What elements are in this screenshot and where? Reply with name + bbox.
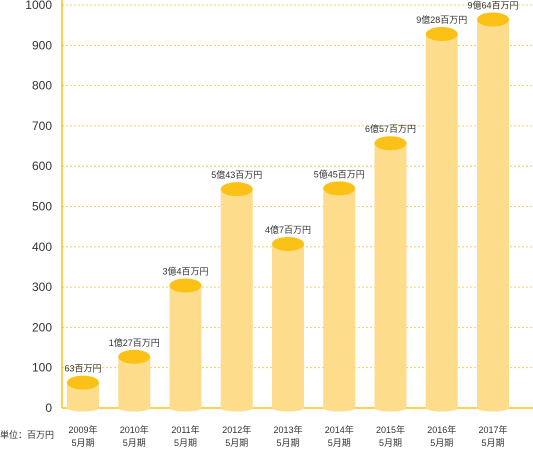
data-label: 5億43百万円 [211, 169, 262, 180]
x-tick-label-line: 2014年 [325, 424, 354, 435]
x-tick-label: 2017年 5月期 [478, 424, 507, 448]
bar-top [67, 375, 99, 390]
bar-base [323, 404, 356, 412]
bar-base [169, 404, 202, 412]
x-tick-label-line: 5月期 [174, 438, 197, 448]
x-tick-label-line: 5月期 [430, 438, 453, 448]
x-tick-label: 2013年 5月期 [273, 424, 302, 448]
x-tick-label-line: 5月期 [71, 438, 94, 448]
bar-body [118, 356, 151, 408]
data-labels: 63百万円 1億27百万円 3億4百万円 5億43百万円 4億7百万円 5億45百万円 6億… [64, 0, 518, 374]
x-tick-label-line: 5月期 [481, 438, 504, 448]
data-label: 63百万円 [64, 364, 101, 374]
y-tick-label: 800 [32, 79, 52, 93]
x-tick-label-line: 5月期 [123, 438, 146, 448]
y-tick-label: 900 [32, 38, 52, 52]
bar-base [67, 404, 99, 412]
x-tick-label: 2010年 5月期 [120, 424, 149, 448]
x-tick-label-line: 5月期 [276, 438, 299, 448]
y-tick-label: 400 [32, 240, 52, 254]
data-label: 9億64百万円 [467, 0, 518, 11]
y-tick-label: 300 [32, 280, 52, 294]
bar [477, 12, 509, 412]
data-label: 6億57百万円 [365, 123, 416, 134]
data-label: 3億4百万円 [162, 265, 208, 276]
bar [374, 136, 407, 412]
bar [67, 375, 99, 412]
x-tick-labels: 2009年 5月期 2010年 5月期 2011年 5月期 2012年 5月期 2013年 5月期… [68, 424, 507, 448]
bars [67, 12, 509, 412]
data-label: 4億7百万円 [265, 224, 311, 235]
bar-body [169, 285, 202, 408]
x-tick-label: 2016年 5月期 [427, 424, 456, 448]
x-tick-label-line: 2015年 [376, 424, 405, 435]
x-tick-label-line: 2012年 [222, 424, 251, 435]
bar-base [220, 404, 253, 412]
x-tick-label: 2015年 5月期 [376, 424, 405, 448]
x-tick-label-line: 2013年 [273, 424, 302, 435]
x-tick-label-line: 5月期 [225, 438, 248, 448]
y-tick-labels: 0 100 200 300 400 500 600 700 800 900 1000 [25, 0, 52, 415]
bar-body [272, 243, 304, 408]
bar-base [477, 404, 509, 412]
unit-note: 単位：百万円 [0, 429, 54, 440]
y-tick-label: 0 [45, 401, 52, 415]
bar-base [425, 404, 458, 412]
x-tick-label-line: 5月期 [328, 438, 351, 448]
bar-top [425, 27, 458, 42]
data-label: 9億28百万円 [416, 14, 467, 25]
bar [220, 182, 253, 412]
x-tick-label: 2014年 5月期 [325, 424, 354, 448]
y-tick-label: 200 [32, 320, 52, 334]
bar-base [272, 404, 304, 412]
data-label: 1億27百万円 [109, 337, 160, 348]
data-label: 5億45百万円 [314, 168, 365, 179]
y-tick-label: 700 [32, 119, 52, 133]
bar [118, 349, 151, 412]
y-tick-label: 600 [32, 159, 52, 173]
y-tick-label: 500 [32, 200, 52, 214]
x-tick-label-line: 2010年 [120, 424, 149, 435]
bar-top [323, 181, 356, 196]
bar-body [220, 189, 253, 408]
x-tick-label-line: 2009年 [68, 424, 97, 435]
x-tick-label-line: 2011年 [171, 424, 199, 435]
bar-body [425, 34, 458, 409]
bar-top [272, 236, 304, 251]
bar-top [169, 278, 202, 293]
bar [323, 181, 356, 412]
bar-body [323, 188, 356, 408]
bar-body [477, 19, 509, 409]
bar [169, 278, 202, 412]
bar-base [374, 404, 407, 412]
x-tick-label-line: 2016年 [427, 424, 456, 435]
x-tick-label: 2011年 5月期 [171, 424, 199, 448]
x-tick-label: 2012年 5月期 [222, 424, 251, 448]
y-tick-label: 1000 [25, 0, 52, 12]
x-tick-label-line: 5月期 [379, 438, 402, 448]
bar-base [118, 404, 151, 412]
bar [425, 27, 458, 412]
bar-top [118, 349, 151, 364]
bar-top [477, 12, 509, 27]
x-tick-label-line: 2017年 [478, 424, 507, 435]
y-tick-label: 100 [32, 361, 52, 375]
bar-body [374, 143, 407, 408]
bar-top [220, 182, 253, 197]
bar-top [374, 136, 407, 151]
bar [272, 236, 304, 412]
x-tick-label: 2009年 5月期 [68, 424, 97, 448]
